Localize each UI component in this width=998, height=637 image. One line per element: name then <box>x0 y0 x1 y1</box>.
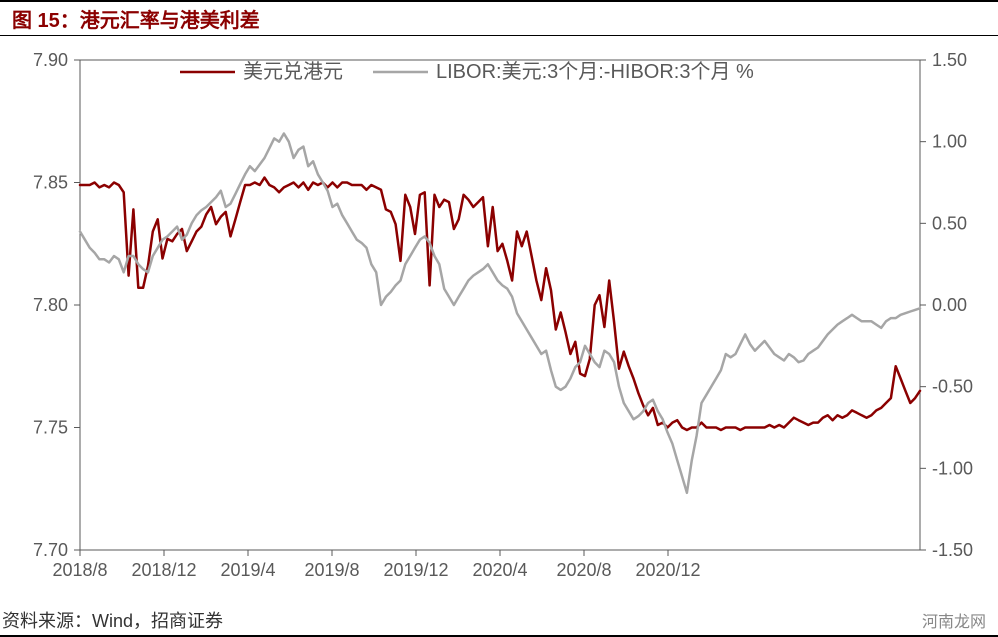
svg-text:1.50: 1.50 <box>932 50 967 70</box>
svg-text:-0.50: -0.50 <box>932 377 973 397</box>
legend-label: 美元兑港元 <box>243 60 343 83</box>
svg-text:2019/12: 2019/12 <box>383 560 448 580</box>
svg-text:2020/8: 2020/8 <box>556 560 611 580</box>
title-bar: 图 15：港元汇率与港美利差 <box>0 0 998 36</box>
series-usd_hkd <box>80 178 920 430</box>
svg-text:2019/8: 2019/8 <box>304 560 359 580</box>
svg-text:7.80: 7.80 <box>33 295 68 315</box>
series-libor_hibor_spread <box>80 134 920 493</box>
svg-text:0.00: 0.00 <box>932 295 967 315</box>
line-chart: 7.70 7.75 7.80 7.85 7.90 -1.50 -1.00 -0.50 0.00 0… <box>0 38 998 606</box>
svg-text:2018/8: 2018/8 <box>52 560 107 580</box>
legend-label: LIBOR:美元:3个月:-HIBOR:3个月 % <box>436 60 754 83</box>
watermark: 河南龙网 <box>922 608 986 632</box>
footer-bar: 资料来源：Wind，招商证券 河南龙网 <box>0 607 998 637</box>
svg-text:1.00: 1.00 <box>932 132 967 152</box>
svg-text:2019/4: 2019/4 <box>220 560 275 580</box>
figure-container: 图 15：港元汇率与港美利差 7.70 7.75 7.80 7.85 7.90 -1.50… <box>0 0 998 637</box>
svg-text:7.85: 7.85 <box>33 173 68 193</box>
svg-text:2020/12: 2020/12 <box>635 560 700 580</box>
svg-text:7.75: 7.75 <box>33 418 68 438</box>
source-label: 资料来源：Wind，招商证券 <box>2 607 223 633</box>
svg-text:-1.50: -1.50 <box>932 540 973 560</box>
chart-title: 图 15：港元汇率与港美利差 <box>12 4 260 33</box>
svg-text:0.50: 0.50 <box>932 213 967 233</box>
svg-text:7.90: 7.90 <box>33 50 68 70</box>
svg-text:2018/12: 2018/12 <box>131 560 196 580</box>
svg-text:-1.00: -1.00 <box>932 458 973 478</box>
svg-text:2020/4: 2020/4 <box>472 560 527 580</box>
svg-text:7.70: 7.70 <box>33 540 68 560</box>
